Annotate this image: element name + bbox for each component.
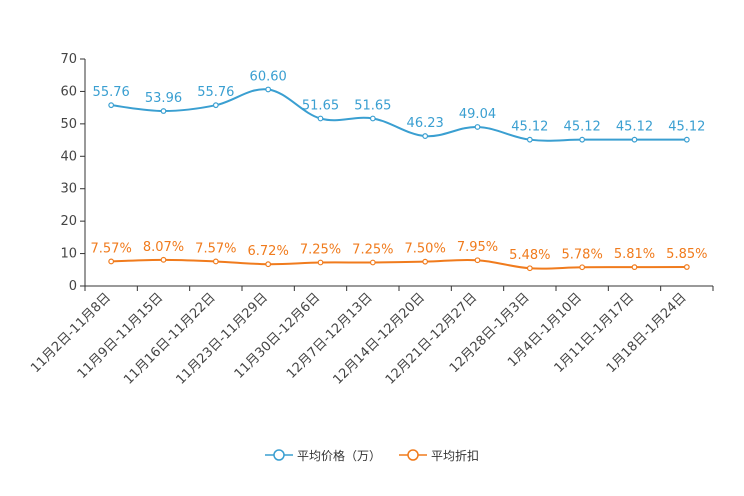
data-point[interactable] (526, 136, 533, 143)
data-label: 7.57% (91, 241, 132, 256)
data-label: 7.25% (300, 242, 341, 257)
legend-line-circle-icon (399, 449, 427, 461)
legend-label-price: 平均价格（万） (296, 448, 381, 463)
data-point[interactable] (631, 136, 638, 143)
y-tick-label: 10 (60, 247, 77, 262)
data-label: 5.85% (666, 247, 707, 262)
data-point[interactable] (108, 102, 115, 109)
data-point[interactable] (265, 261, 272, 268)
data-point[interactable] (160, 108, 167, 114)
data-label: 6.72% (248, 244, 289, 259)
data-label: 45.12 (668, 120, 705, 135)
data-label: 51.65 (354, 99, 391, 114)
data-label: 7.25% (352, 242, 393, 257)
y-tick-label: 20 (60, 214, 77, 229)
y-tick-label: 40 (60, 149, 77, 164)
series-line-price (111, 88, 687, 142)
data-label: 5.48% (509, 248, 550, 263)
data-label: 7.50% (405, 242, 446, 257)
legend-item-price[interactable]: 平均价格（万） (264, 447, 381, 464)
data-point[interactable] (631, 264, 638, 271)
data-label: 7.95% (457, 240, 498, 255)
data-point[interactable] (265, 86, 272, 93)
data-point[interactable] (579, 264, 586, 271)
data-point[interactable] (317, 259, 324, 266)
data-point[interactable] (212, 258, 219, 265)
data-point[interactable] (317, 115, 324, 122)
data-point[interactable] (579, 136, 586, 143)
x-tick-label: 12月21日-12月27日 (383, 290, 480, 387)
data-point[interactable] (683, 264, 690, 270)
legend-label-discount: 平均折扣 (431, 448, 480, 463)
legend: 平均价格（万） 平均折扣 (0, 444, 744, 466)
data-label: 5.78% (562, 247, 603, 262)
y-tick-label: 0 (69, 279, 77, 294)
legend-line-circle-icon (264, 449, 293, 461)
data-label: 46.23 (407, 116, 444, 131)
series-line-discount (111, 258, 687, 270)
data-label: 7.57% (195, 241, 236, 256)
data-point[interactable] (683, 136, 690, 143)
data-label: 45.12 (616, 120, 653, 135)
data-point[interactable] (212, 102, 219, 109)
data-point[interactable] (422, 133, 429, 139)
data-label: 45.12 (564, 120, 601, 135)
data-point[interactable] (526, 265, 533, 272)
legend-item-discount[interactable]: 平均折扣 (399, 447, 479, 464)
data-label: 60.60 (250, 69, 287, 84)
data-point[interactable] (108, 258, 115, 265)
y-tick-label: 70 (60, 52, 77, 67)
data-label: 8.07% (143, 240, 184, 255)
data-point[interactable] (422, 258, 429, 265)
x-tick-label: 11月23日-11月29日 (174, 290, 271, 387)
x-tick-label: 12月14日-12月20日 (331, 290, 428, 387)
data-label: 45.12 (511, 120, 548, 135)
data-label: 5.81% (614, 247, 655, 262)
data-label: 55.76 (197, 85, 234, 100)
data-point[interactable] (474, 124, 481, 130)
x-tick-label: 11月16日-11月22日 (121, 290, 218, 387)
data-label: 53.96 (145, 91, 182, 106)
data-point[interactable] (369, 115, 376, 122)
data-point[interactable] (474, 257, 481, 264)
data-label: 55.76 (93, 85, 130, 100)
data-point[interactable] (369, 259, 376, 266)
data-label: 49.04 (459, 107, 496, 122)
y-tick-label: 30 (60, 182, 77, 197)
data-point[interactable] (160, 256, 167, 263)
y-tick-label: 50 (60, 117, 77, 132)
y-tick-label: 60 (60, 84, 77, 99)
data-label: 51.65 (302, 99, 339, 114)
